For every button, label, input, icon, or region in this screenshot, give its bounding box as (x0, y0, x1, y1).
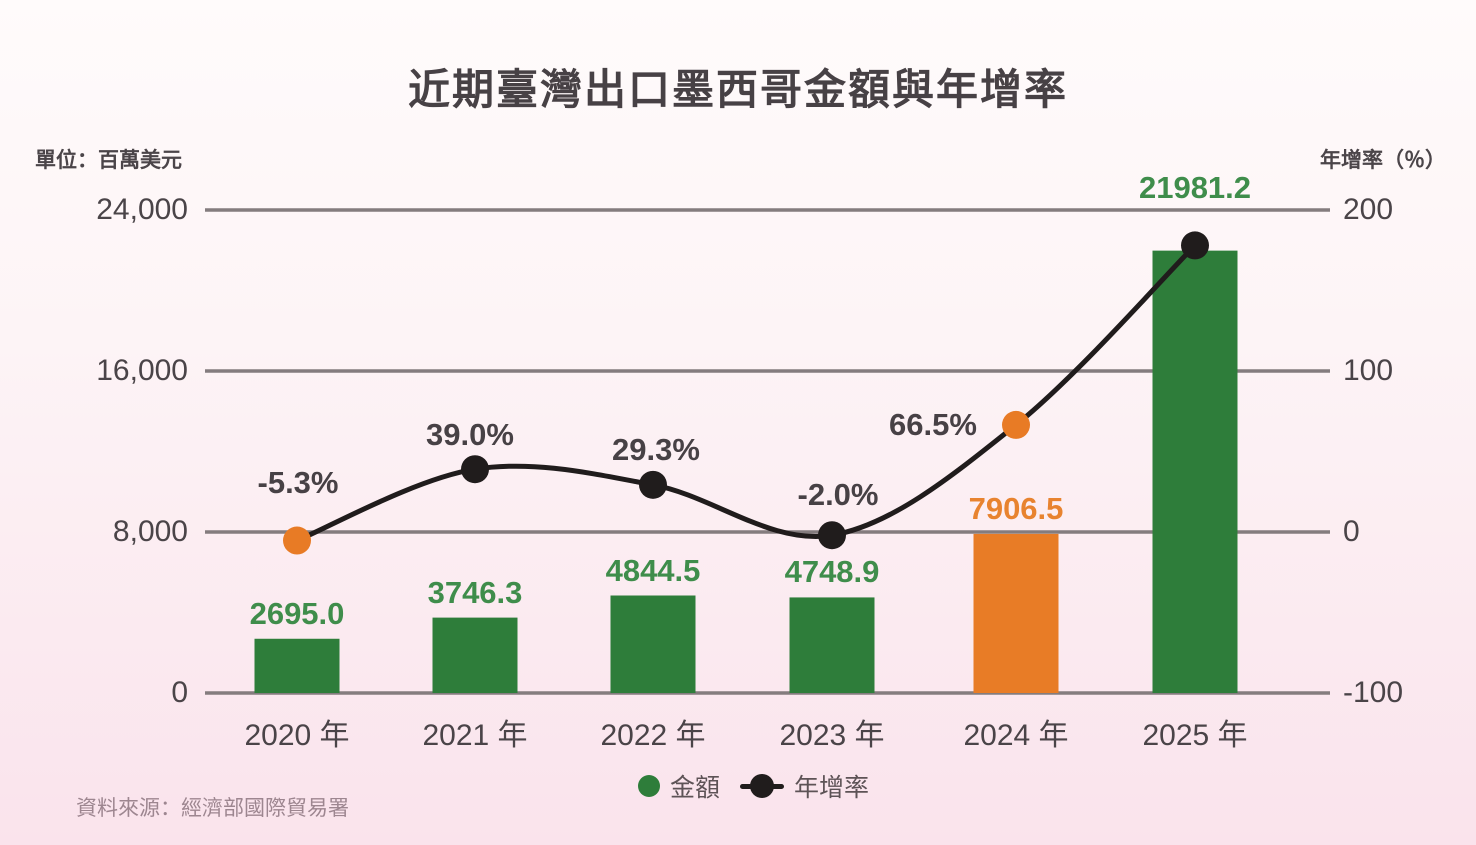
bar-2024 (973, 533, 1059, 693)
x-label-2024: 2024 年 (963, 719, 1069, 752)
bar-2023 (789, 597, 875, 693)
bar-value-2021: 3746.3 (427, 574, 523, 610)
bar-value-2022: 4844.5 (605, 552, 701, 588)
right-axis-unit-label: 年增率（％） (1320, 149, 1446, 172)
bar-2025 (1152, 250, 1238, 693)
right-axis-tick-200: 200 (1343, 193, 1394, 226)
left-axis-tick-8,000: 8,000 (112, 515, 188, 548)
x-label-2022: 2022 年 (600, 719, 706, 752)
legend-item-growth: 年增率 (740, 768, 869, 804)
amount-legend-label: 金額 (670, 774, 721, 802)
page-title: 近期臺灣出口墨西哥金額與年增率 (407, 66, 1069, 113)
source-note: 資料來源：經濟部國際貿易署 (76, 797, 349, 820)
pct-label-2020: -5.3% (257, 464, 339, 500)
pct-label-2022: 29.3% (612, 431, 700, 467)
left-axis-tick-24,000: 24,000 (96, 193, 188, 226)
right-axis-tick-0: 0 (1343, 515, 1360, 548)
growth-legend-label: 年增率 (794, 774, 870, 802)
left-axis-unit-label: 單位：百萬美元 (35, 149, 182, 172)
bar-value-2025: 21981.2 (1138, 170, 1252, 205)
line-point-2025 (1181, 231, 1209, 260)
bar-value-2023: 4748.9 (784, 554, 880, 590)
line-point-2024 (1002, 410, 1030, 439)
pct-label-2023: -2.0% (797, 477, 879, 513)
legend-item-amount: 金額 (638, 768, 720, 804)
line-point-2023 (818, 521, 846, 550)
pct-label-2024: 66.5% (889, 406, 977, 442)
right-axis-tick--100: -100 (1343, 676, 1404, 709)
line-point-2022 (639, 470, 667, 499)
x-label-2021: 2021 年 (422, 719, 528, 752)
left-axis-tick-0: 0 (171, 676, 188, 709)
bar-2022 (610, 595, 696, 693)
bar-2020 (254, 638, 340, 693)
growth-legend-line-dot-icon (740, 774, 785, 798)
bar-2021 (432, 617, 518, 693)
x-label-2020: 2020 年 (244, 719, 350, 752)
pct-label-2021: 39.0% (426, 417, 514, 453)
line-point-2020 (283, 526, 311, 555)
line-point-2021 (461, 455, 489, 484)
bar-value-2024: 7906.5 (968, 490, 1064, 526)
legend: 金額 年增率 (638, 770, 869, 802)
amount-legend-dot-icon (638, 775, 660, 797)
right-axis-tick-100: 100 (1343, 354, 1394, 387)
bar-value-2020: 2695.0 (249, 595, 345, 631)
x-label-2023: 2023 年 (779, 719, 885, 752)
left-axis-tick-16,000: 16,000 (96, 354, 188, 387)
x-label-2025: 2025 年 (1142, 719, 1248, 752)
